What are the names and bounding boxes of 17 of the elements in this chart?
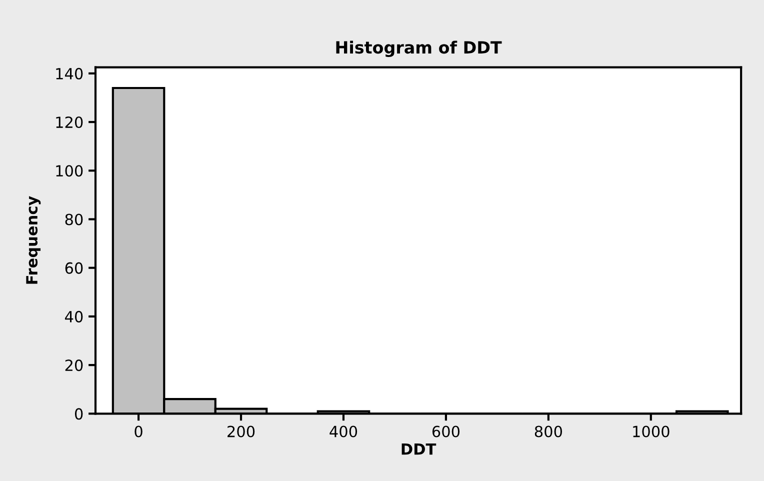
y-tick-label: 40 xyxy=(65,310,83,322)
y-tick-label: 100 xyxy=(56,165,83,177)
y-tick-label: 120 xyxy=(56,116,83,128)
y-tick-label: 60 xyxy=(65,262,83,274)
x-tick-label: 200 xyxy=(228,426,255,438)
x-tick-label: 800 xyxy=(534,426,562,438)
x-tick-label: 400 xyxy=(330,426,358,438)
x-tick-label: 0 xyxy=(134,426,142,438)
y-axis-title: Frequency xyxy=(26,196,41,284)
chart-title: Histogram of DDT xyxy=(336,40,502,58)
x-axis-title: DDT xyxy=(402,444,436,455)
x-tick-label: 1000 xyxy=(633,426,670,438)
y-tick-label: 20 xyxy=(65,360,83,372)
y-tick-label: 140 xyxy=(56,68,83,80)
y-tick-label: 80 xyxy=(65,214,83,226)
y-tick-label: 0 xyxy=(74,408,83,420)
x-tick-label: 600 xyxy=(432,426,460,438)
